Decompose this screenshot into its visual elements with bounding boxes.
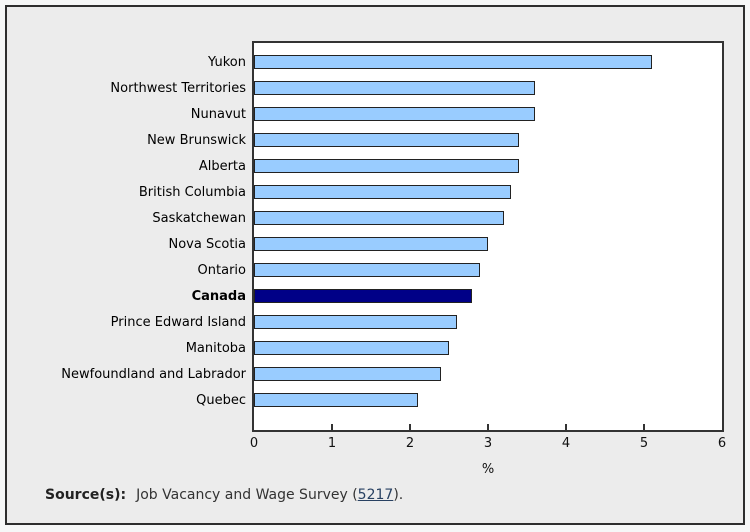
bar — [254, 393, 418, 407]
axis-tick-label: 2 — [405, 436, 415, 451]
category-label: Ontario — [197, 262, 246, 278]
bar-track — [254, 81, 722, 95]
chart-row: Prince Edward Island — [10, 309, 722, 335]
bar — [254, 159, 520, 173]
axis-tick-label: 3 — [483, 436, 493, 451]
bar-track — [254, 211, 722, 225]
bar-rows: Yukon Northwest Territories Nunavut New Bru… — [10, 49, 722, 413]
source-line: Source(s): Job Vacancy and Wage Survey (5… — [45, 487, 403, 503]
x-axis-tick-labels: 0 1 2 3 4 5 6 — [250, 436, 726, 452]
chart-row: Nunavut — [10, 101, 722, 127]
bar-track — [254, 185, 722, 199]
chart-row: Saskatchewan — [10, 205, 722, 231]
bar-track — [254, 107, 722, 121]
category-label: Nova Scotia — [168, 236, 247, 252]
chart-row: Northwest Territories — [10, 75, 722, 101]
bar-track — [254, 55, 722, 69]
source-text: Job Vacancy and Wage Survey ( — [136, 487, 358, 503]
axis-tick-label: 6 — [717, 436, 727, 451]
axis-tick — [408, 424, 411, 430]
chart-row: Alberta — [10, 153, 722, 179]
axis-tick — [564, 424, 567, 430]
bar-track — [254, 133, 722, 147]
category-label: Canada — [191, 288, 246, 304]
chart-row: Canada — [10, 283, 722, 309]
category-label: Saskatchewan — [152, 210, 246, 226]
axis-tick-label: 0 — [249, 436, 259, 451]
category-label: Yukon — [208, 54, 246, 70]
category-label: Alberta — [198, 158, 246, 174]
bar-track — [254, 159, 722, 173]
plot-area — [252, 41, 724, 432]
bar-track — [254, 367, 722, 381]
category-label: Nunavut — [190, 106, 246, 122]
bar — [254, 237, 488, 251]
chart-row: British Columbia — [10, 179, 722, 205]
axis-tick — [330, 424, 333, 430]
chart-row: Nova Scotia — [10, 231, 722, 257]
chart-row: Manitoba — [10, 335, 722, 361]
chart-row: Newfoundland and Labrador — [10, 361, 722, 387]
source-suffix: ). — [393, 487, 404, 503]
bar-track — [254, 393, 722, 407]
bar — [254, 315, 457, 329]
bar-highlight — [254, 289, 473, 303]
bar-track — [254, 315, 722, 329]
bar — [254, 263, 481, 277]
bar — [254, 185, 512, 199]
source-link[interactable]: 5217 — [357, 487, 394, 503]
category-label: Prince Edward Island — [110, 314, 246, 330]
axis-tick-label: 1 — [327, 436, 337, 451]
bar — [254, 133, 520, 147]
bar-track — [254, 263, 722, 277]
bar — [254, 367, 442, 381]
axis-tick-label: 5 — [639, 436, 649, 451]
x-axis-title: % — [481, 462, 495, 477]
bar-track — [254, 341, 722, 355]
category-label: Manitoba — [185, 340, 246, 356]
axis-tick-label: 4 — [561, 436, 571, 451]
bar — [254, 81, 535, 95]
category-label: Quebec — [196, 392, 246, 408]
category-label: Northwest Territories — [110, 80, 246, 96]
chart-frame: Yukon Northwest Territories Nunavut New Bru… — [5, 5, 745, 525]
category-label: Newfoundland and Labrador — [61, 366, 246, 382]
bar — [254, 107, 535, 121]
chart-row: Ontario — [10, 257, 722, 283]
chart-row: Quebec — [10, 387, 722, 413]
bar — [254, 341, 449, 355]
bar — [254, 211, 504, 225]
bar — [254, 55, 652, 69]
source-label: Source(s): — [45, 487, 127, 503]
axis-tick — [643, 424, 645, 430]
bar-track — [254, 237, 722, 251]
chart-row: Yukon — [10, 49, 722, 75]
category-label: British Columbia — [138, 184, 246, 200]
category-label: New Brunswick — [147, 132, 246, 148]
chart-row: New Brunswick — [10, 127, 722, 153]
axis-tick — [487, 424, 489, 430]
bar-track — [254, 289, 722, 303]
